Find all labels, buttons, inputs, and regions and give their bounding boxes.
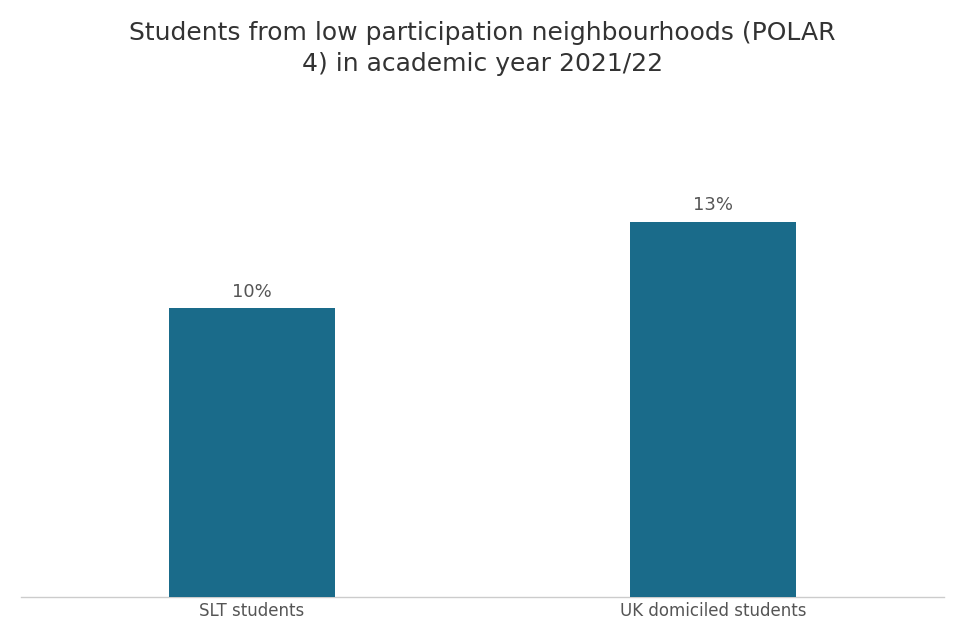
Text: 10%: 10% xyxy=(232,283,271,301)
Bar xyxy=(630,222,796,597)
Title: Students from low participation neighbourhoods (POLAR
4) in academic year 2021/2: Students from low participation neighbou… xyxy=(129,21,836,76)
Bar xyxy=(169,308,335,597)
Text: 13%: 13% xyxy=(693,197,733,215)
